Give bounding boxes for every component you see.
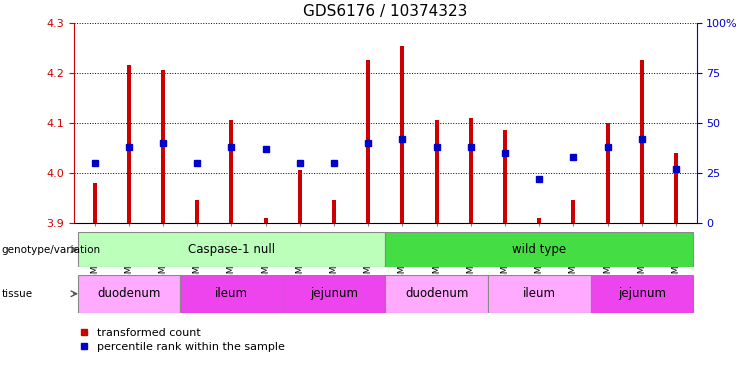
Bar	[503, 131, 507, 223]
Text: genotype/variation: genotype/variation	[1, 245, 101, 255]
Text: jejunum: jejunum	[618, 287, 666, 300]
Bar	[78, 232, 385, 267]
Text: ileum: ileum	[522, 287, 556, 300]
Bar	[283, 275, 385, 313]
Bar	[674, 153, 678, 223]
Text: tissue: tissue	[1, 289, 33, 299]
Bar	[488, 275, 591, 313]
Bar	[93, 183, 96, 223]
Bar	[571, 200, 576, 223]
Bar	[591, 275, 693, 313]
Bar	[469, 118, 473, 223]
Text: duodenum: duodenum	[405, 287, 468, 300]
Bar	[434, 120, 439, 223]
Bar	[195, 200, 199, 223]
Title: GDS6176 / 10374323: GDS6176 / 10374323	[303, 4, 468, 19]
Text: Caspase-1 null: Caspase-1 null	[188, 243, 275, 256]
Bar	[366, 61, 370, 223]
Bar	[78, 275, 180, 313]
Bar	[264, 218, 268, 223]
Bar	[161, 70, 165, 223]
Bar	[298, 170, 302, 223]
Bar	[385, 275, 488, 313]
Bar	[537, 218, 541, 223]
Bar	[127, 66, 131, 223]
Bar	[230, 120, 233, 223]
Bar	[332, 200, 336, 223]
Text: jejunum: jejunum	[310, 287, 358, 300]
Text: ileum: ileum	[215, 287, 248, 300]
Text: wild type: wild type	[512, 243, 566, 256]
Bar	[639, 61, 644, 223]
Text: duodenum: duodenum	[97, 287, 161, 300]
Bar	[180, 275, 283, 313]
Bar	[385, 232, 693, 267]
Legend: transformed count, percentile rank within the sample: transformed count, percentile rank withi…	[79, 328, 285, 352]
Bar	[605, 123, 610, 223]
Bar	[400, 46, 405, 223]
